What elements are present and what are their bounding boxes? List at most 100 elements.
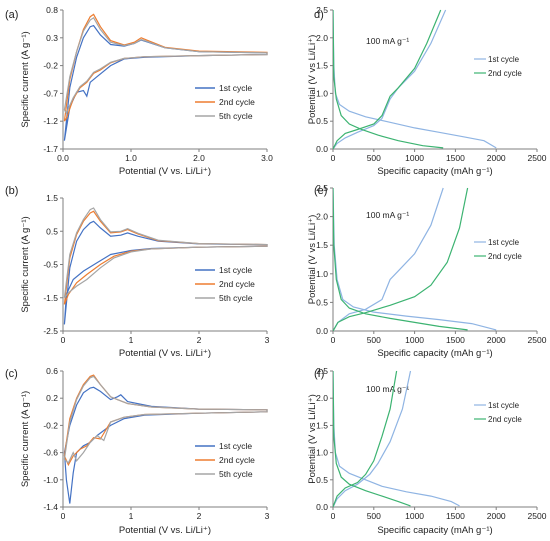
y-tick-label: 2.5 [316, 366, 328, 376]
panel-label: (f) [314, 368, 324, 380]
legend-label: 2nd cycle [219, 97, 255, 107]
panel-4: (e) 0 500 1000 1500 2000 2500 0.0 0.5 1.0 1.5 2.0 2.… [307, 183, 547, 359]
y-tick-label: 2.5 [316, 183, 328, 193]
panel-3: d) 0 500 1000 1500 2000 2500 0.0 0.5 1.0 1.5 2.0 2.5… [307, 5, 547, 177]
y-axis-label: Specific current (A g⁻¹) [20, 391, 31, 487]
x-tick-label: 1000 [405, 153, 424, 163]
legend-label: 1st cycle [488, 401, 520, 410]
legend-label: 1st cycle [219, 83, 252, 93]
legend-label: 2nd cycle [488, 415, 522, 424]
y-tick-label: 1.5 [46, 193, 58, 203]
y-tick-label: 2.5 [316, 5, 328, 15]
series-line-1 [333, 9, 442, 149]
y-tick-label: 0.8 [46, 5, 58, 15]
y-tick-label: -1.7 [43, 144, 58, 154]
legend-label: 5th cycle [219, 469, 253, 479]
x-tick-label: 0.0 [57, 153, 69, 163]
x-tick-label: 1 [129, 335, 134, 345]
x-tick-label: 500 [367, 511, 381, 521]
panel-label: (a) [5, 9, 18, 21]
rate-annotation: 100 mA g⁻¹ [366, 384, 409, 394]
series-line-0 [333, 187, 444, 331]
panel-1: (b) 0 1 2 3 -2.5 -1.5 -0.5 0.5 1.5 Potential (V vs… [5, 185, 270, 359]
legend-label: 2nd cycle [219, 455, 255, 465]
rate-annotation: 100 mA g⁻¹ [366, 210, 409, 220]
panel-label: (c) [5, 368, 18, 380]
panel-label: d) [314, 9, 324, 21]
legend-label: 1st cycle [488, 238, 520, 247]
y-tick-label: -1.5 [43, 293, 58, 303]
legend-label: 5th cycle [219, 293, 253, 303]
y-tick-label: -0.7 [43, 88, 58, 98]
legend-label: 2nd cycle [219, 279, 255, 289]
series-line-1 [333, 187, 468, 331]
panel-0: (a) 0.0 1.0 2.0 3.0 -1.7 -1.2 -0.7 -0.2 0.3 0.8 Pot… [5, 5, 273, 177]
legend-label: 1st cycle [219, 265, 252, 275]
y-tick-label: -1.2 [43, 116, 58, 126]
x-axis-label: Potential (V vs. Li/Li⁺) [119, 166, 211, 177]
x-tick-label: 500 [367, 153, 381, 163]
x-tick-label: 1.0 [125, 153, 137, 163]
x-tick-label: 0 [331, 511, 336, 521]
y-tick-label: 0.3 [46, 33, 58, 43]
x-tick-label: 1500 [446, 511, 465, 521]
y-tick-label: 0.5 [316, 116, 328, 126]
series-line-2 [63, 16, 268, 115]
y-tick-label: 0.0 [316, 326, 328, 336]
x-tick-label: 2000 [487, 335, 506, 345]
legend-label: 2nd cycle [488, 252, 522, 261]
x-tick-label: 2000 [487, 153, 506, 163]
y-tick-label: 2.0 [316, 33, 328, 43]
x-tick-label: 500 [367, 335, 381, 345]
panel-5: (f) 0 500 1000 1500 2000 2500 0.0 0.5 1.0 1.5 2.0 2.… [307, 366, 547, 536]
y-axis-label: Potential (V vs Li/Li⁺) [307, 35, 318, 125]
y-tick-label: 1.5 [316, 420, 328, 430]
x-axis-label: Potential (V vs. Li/Li⁺) [119, 348, 211, 359]
x-tick-label: 3 [265, 511, 270, 521]
x-tick-label: 0 [61, 335, 66, 345]
legend-label: 1st cycle [219, 441, 252, 451]
x-tick-label: 1000 [405, 335, 424, 345]
series-line-1 [333, 187, 469, 331]
x-tick-label: 3 [265, 335, 270, 345]
y-tick-label: 0.2 [46, 393, 58, 403]
y-tick-label: -0.6 [43, 448, 58, 458]
rate-annotation: 100 mA g⁻¹ [366, 36, 409, 46]
y-axis-label: Specific current (A g⁻¹) [20, 31, 31, 127]
series-line-2 [63, 207, 268, 299]
legend-label: 5th cycle [219, 111, 253, 121]
y-tick-label: -0.2 [43, 420, 58, 430]
x-tick-label: 1 [129, 511, 134, 521]
series-line-0 [333, 370, 412, 507]
y-tick-label: 0.0 [316, 144, 328, 154]
x-tick-label: 2500 [528, 335, 547, 345]
series-line-1 [63, 210, 268, 305]
x-axis-label: Specific capacity (mAh g⁻¹) [377, 348, 492, 359]
series-line-1 [333, 370, 398, 507]
x-tick-label: 2500 [528, 511, 547, 521]
x-axis-label: Specific capacity (mAh g⁻¹) [377, 525, 492, 536]
panel-2: (c) 0 1 2 3 -1.4 -1.0 -0.6 -0.2 0.2 0.6 Potential (… [5, 366, 270, 536]
series-line-0 [333, 9, 447, 149]
x-tick-label: 1500 [446, 153, 465, 163]
x-tick-label: 0 [61, 511, 66, 521]
series-line-0 [333, 187, 497, 331]
y-tick-label: 0.5 [46, 226, 58, 236]
y-tick-label: -1.4 [43, 502, 58, 512]
x-tick-label: 2.0 [193, 153, 205, 163]
x-tick-label: 2500 [528, 153, 547, 163]
series-line-2 [63, 375, 268, 464]
x-tick-label: 1000 [405, 511, 424, 521]
y-tick-label: 1.0 [316, 448, 328, 458]
y-tick-label: -2.5 [43, 326, 58, 336]
y-tick-label: 1.5 [316, 240, 328, 250]
y-tick-label: 0.6 [46, 366, 58, 376]
y-tick-label: 0.5 [316, 475, 328, 485]
y-tick-label: 2.0 [316, 393, 328, 403]
panel-label: (e) [314, 185, 327, 197]
x-tick-label: 2 [197, 511, 202, 521]
y-axis-label: Specific current (A g⁻¹) [20, 216, 31, 312]
y-tick-label: -0.2 [43, 61, 58, 71]
y-tick-label: 0.5 [316, 297, 328, 307]
